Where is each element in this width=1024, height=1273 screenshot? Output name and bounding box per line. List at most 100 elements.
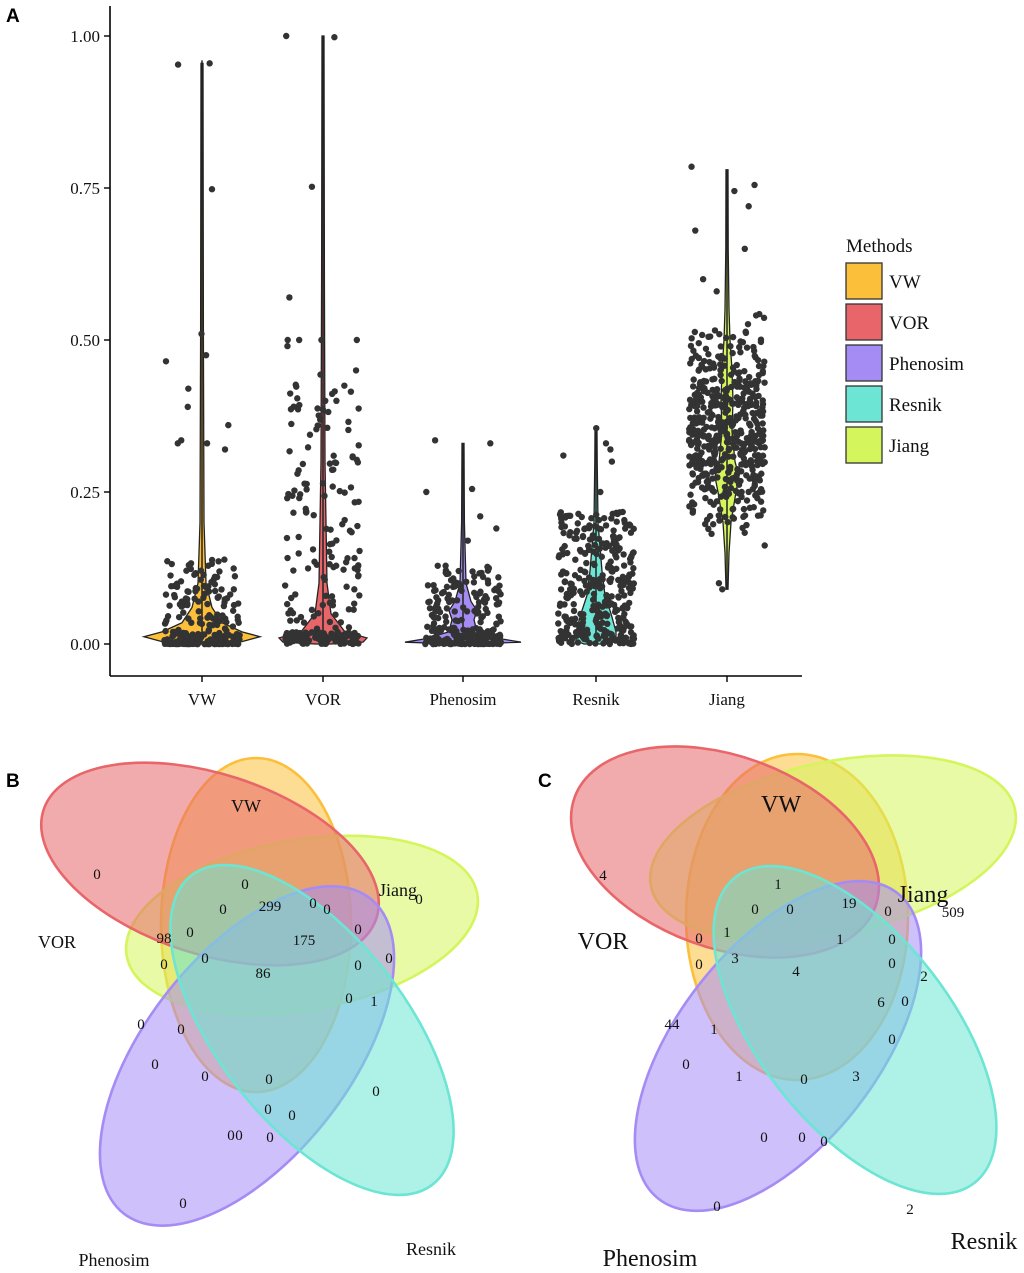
data-point [751, 433, 758, 440]
data-point [484, 567, 492, 574]
legend-swatch-resnik [845, 385, 883, 423]
data-point [476, 626, 483, 633]
data-point [689, 482, 696, 489]
data-point [434, 562, 441, 569]
data-point [739, 339, 747, 346]
data-point [629, 585, 636, 592]
data-point [701, 520, 709, 528]
data-point [709, 412, 716, 419]
data-point [202, 352, 210, 359]
data-point [332, 611, 339, 618]
data-point [567, 528, 574, 536]
data-point [423, 634, 430, 642]
data-point [709, 475, 716, 482]
data-point [721, 483, 729, 491]
data-point [476, 640, 484, 648]
data-point [196, 619, 204, 627]
data-point [689, 509, 696, 516]
venn-count: 0 [354, 922, 362, 938]
data-point [690, 347, 697, 354]
data-point [689, 470, 696, 477]
data-point [733, 361, 740, 369]
data-point [585, 542, 592, 550]
data-point [694, 478, 702, 486]
data-point [283, 534, 291, 542]
venn-count: 299 [259, 899, 282, 915]
data-point [178, 603, 185, 610]
data-point [746, 475, 753, 482]
data-point [283, 631, 290, 639]
data-point [709, 386, 716, 394]
data-point [443, 583, 451, 591]
data-point [568, 580, 575, 588]
data-point [162, 627, 169, 635]
data-point [627, 554, 635, 561]
data-point [353, 336, 361, 344]
data-point [744, 320, 752, 328]
data-point [290, 567, 297, 574]
y-tick-label: 0.00 [70, 635, 100, 654]
data-point [205, 626, 213, 634]
data-point [730, 440, 737, 448]
data-point [707, 403, 715, 410]
data-point [740, 390, 747, 397]
data-point [738, 488, 745, 496]
data-point [694, 399, 702, 407]
data-point [314, 405, 321, 412]
data-point [495, 574, 502, 581]
data-point [736, 369, 743, 376]
venn-count: 0 [372, 1084, 380, 1100]
data-point [729, 506, 736, 513]
data-point [750, 504, 757, 511]
venn-count: 98 [157, 931, 172, 947]
data-point [322, 640, 330, 647]
data-point [718, 457, 725, 464]
data-point [463, 630, 470, 638]
data-point [730, 453, 737, 460]
venn-count: 0 [309, 896, 317, 912]
data-point [732, 417, 740, 424]
data-point [700, 404, 707, 411]
data-points [161, 32, 768, 648]
data-point [217, 640, 224, 648]
data-point [595, 516, 603, 524]
data-point [742, 328, 749, 335]
data-point [469, 630, 477, 638]
data-point [627, 529, 635, 536]
data-point [185, 561, 193, 569]
data-point [589, 534, 597, 542]
data-point [698, 331, 706, 339]
data-point [696, 414, 703, 421]
data-point [688, 163, 695, 170]
data-point [328, 593, 336, 600]
data-point [315, 610, 322, 617]
data-point [753, 382, 760, 390]
data-point [345, 418, 352, 426]
data-point [354, 563, 362, 570]
venn-count: 0 [345, 991, 353, 1007]
data-point [445, 591, 453, 599]
data-point [756, 489, 763, 496]
data-point [611, 608, 619, 616]
data-point [326, 561, 333, 568]
x-tick-label: VOR [305, 690, 342, 709]
data-point [561, 613, 568, 620]
data-point [757, 336, 765, 343]
data-point [589, 596, 597, 603]
data-point [347, 484, 355, 491]
data-point [602, 522, 610, 529]
data-point [711, 443, 718, 451]
data-point [605, 542, 613, 550]
data-point [759, 420, 766, 427]
data-point [283, 32, 290, 40]
data-point [702, 345, 710, 352]
data-point [175, 613, 183, 621]
data-point [688, 355, 695, 363]
data-point [185, 588, 192, 596]
data-point [184, 403, 191, 411]
data-point [336, 487, 344, 495]
data-point [728, 422, 736, 430]
data-point [698, 484, 706, 491]
data-point [708, 484, 716, 492]
data-point [717, 371, 724, 379]
